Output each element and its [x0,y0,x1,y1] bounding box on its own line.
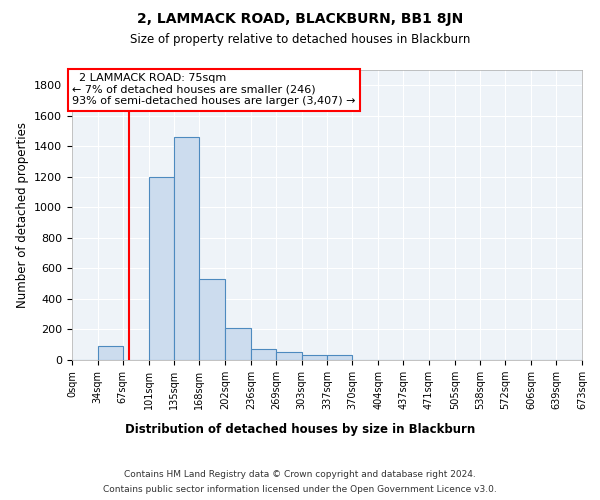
Bar [302,356,328,360]
Bar [276,352,302,360]
Bar [251,350,276,360]
Text: 2 LAMMACK ROAD: 75sqm
← 7% of detached houses are smaller (246)
93% of semi-deta: 2 LAMMACK ROAD: 75sqm ← 7% of detached h… [72,73,355,106]
Bar [98,346,123,360]
Text: Distribution of detached houses by size in Blackburn: Distribution of detached houses by size … [125,422,475,436]
Bar [225,328,251,360]
Text: 2, LAMMACK ROAD, BLACKBURN, BB1 8JN: 2, LAMMACK ROAD, BLACKBURN, BB1 8JN [137,12,463,26]
Bar [328,356,352,360]
Bar [175,137,199,360]
Text: Contains HM Land Registry data © Crown copyright and database right 2024.: Contains HM Land Registry data © Crown c… [124,470,476,479]
Y-axis label: Number of detached properties: Number of detached properties [16,122,29,308]
Text: Size of property relative to detached houses in Blackburn: Size of property relative to detached ho… [130,32,470,46]
Bar [149,177,175,360]
Text: Contains public sector information licensed under the Open Government Licence v3: Contains public sector information licen… [103,485,497,494]
Bar [199,279,225,360]
